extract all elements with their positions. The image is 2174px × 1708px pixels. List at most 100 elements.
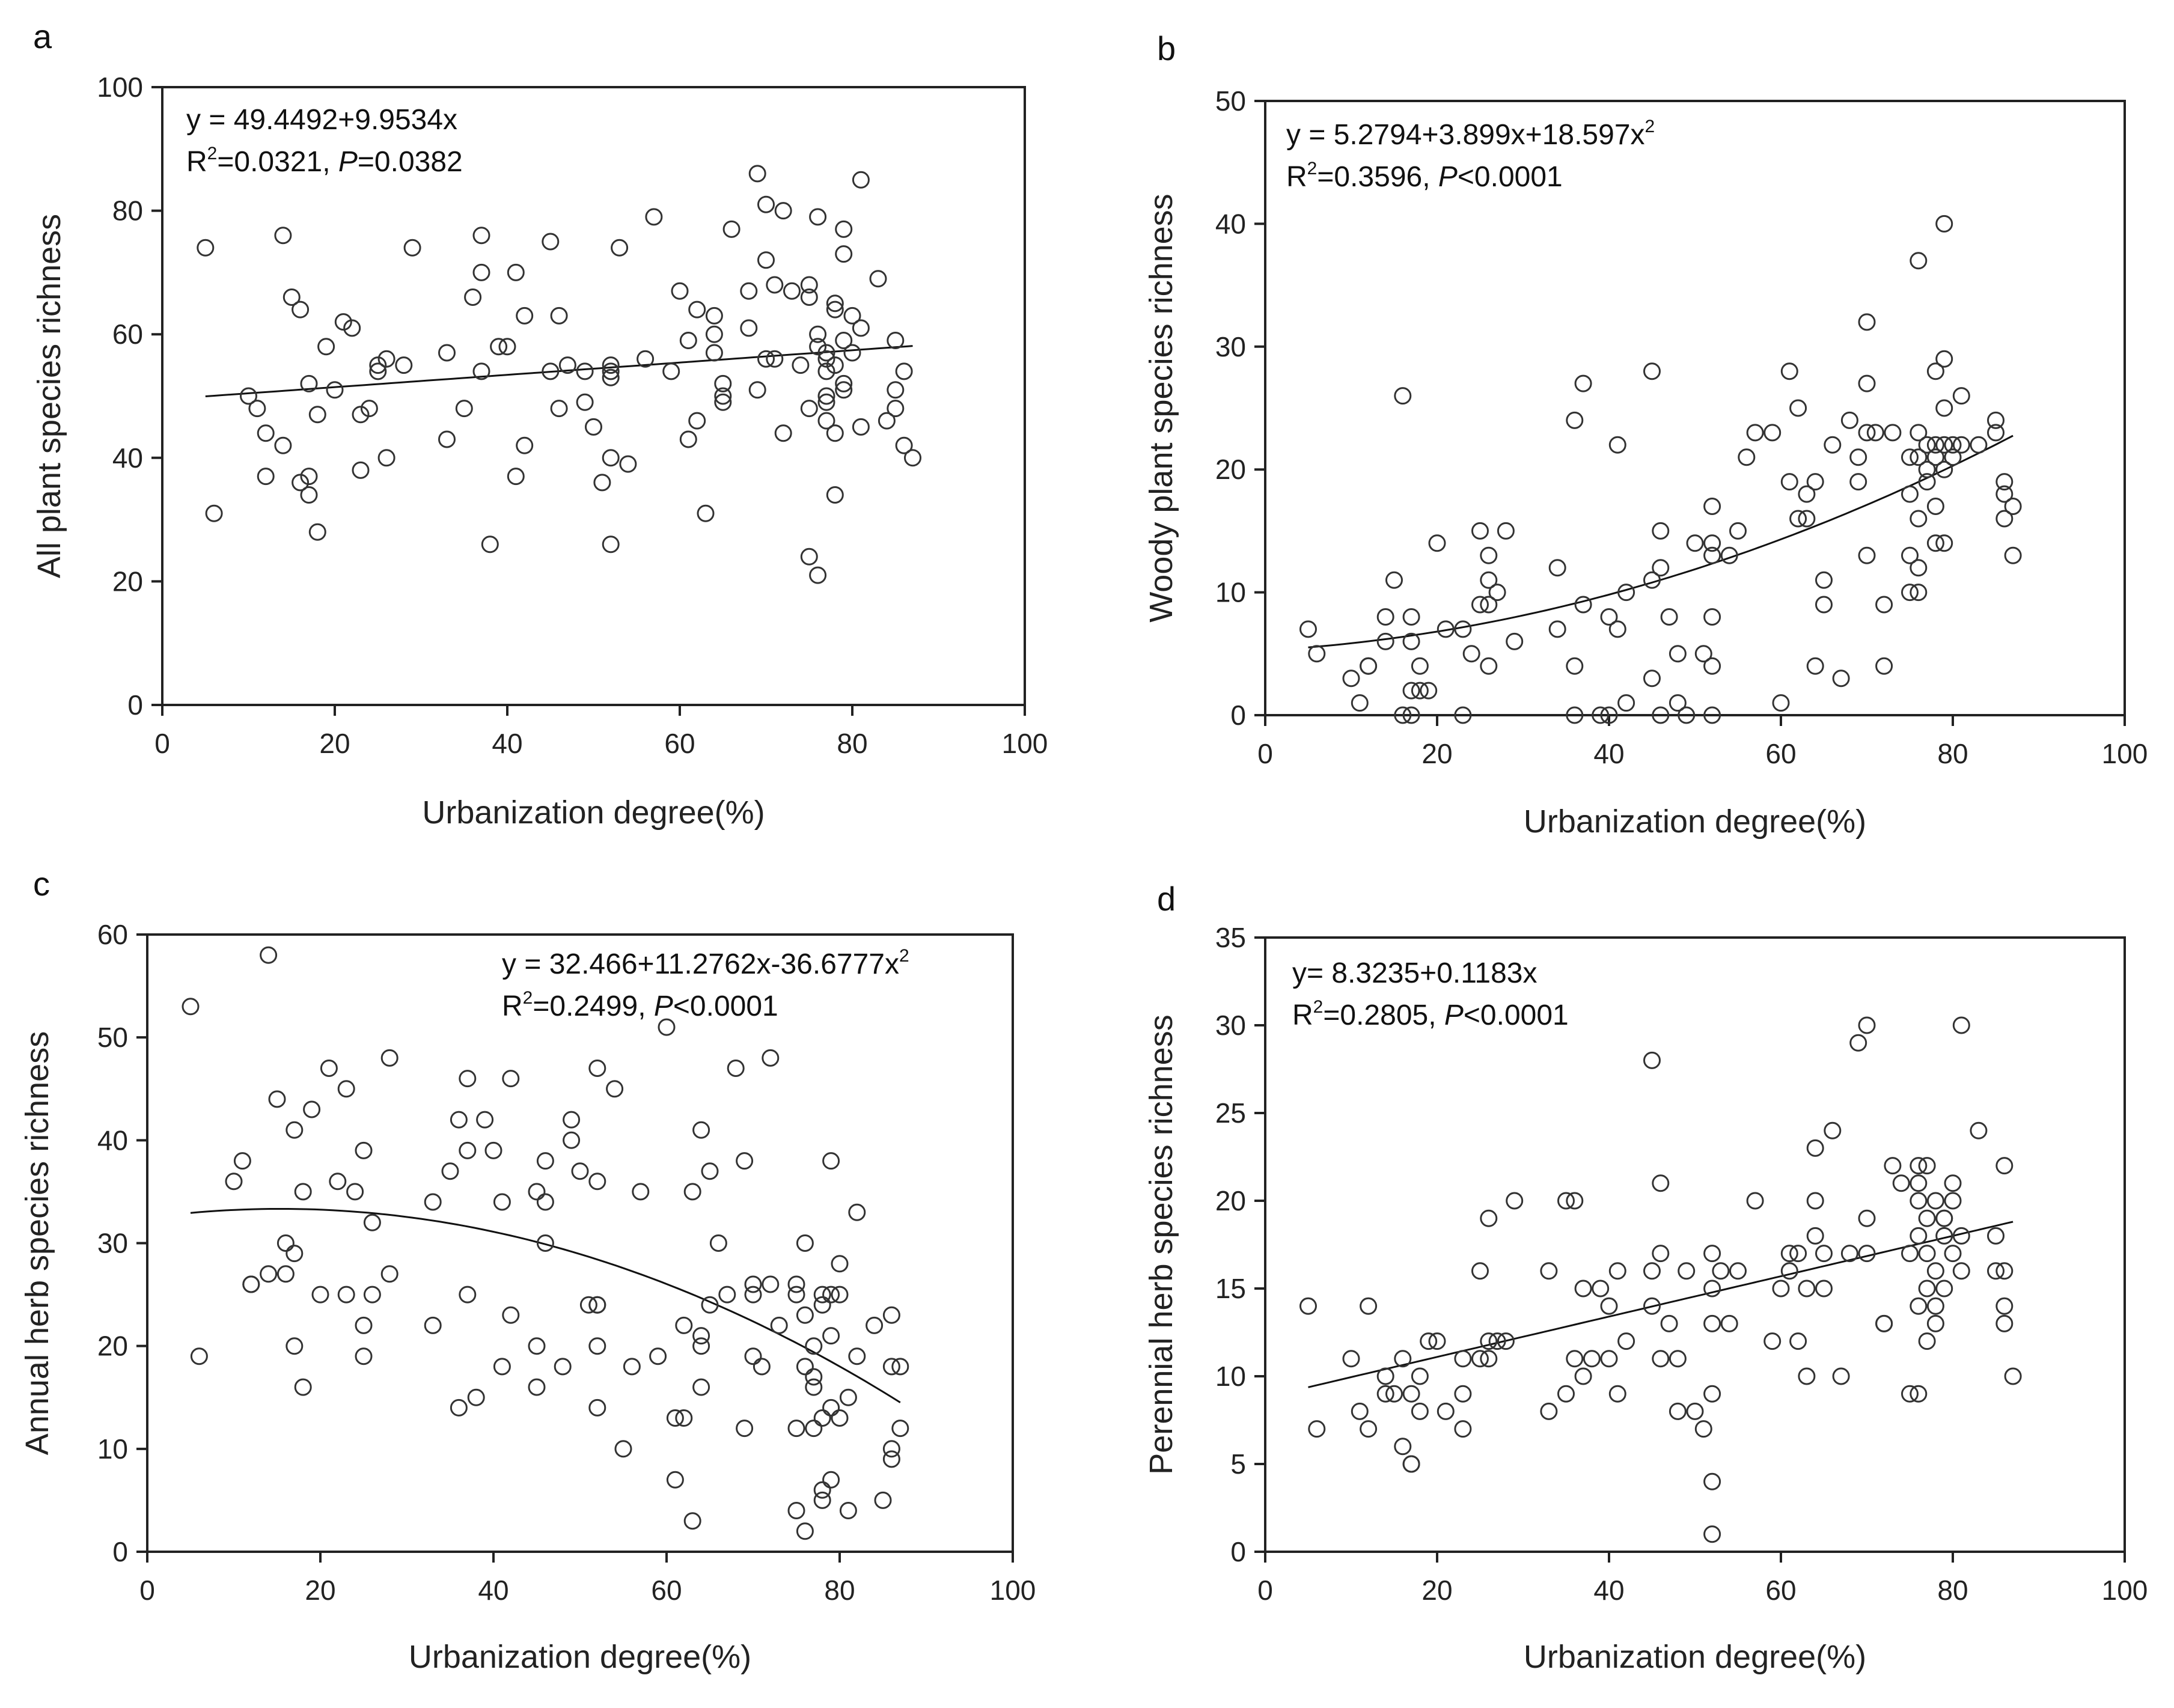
data-point-a <box>705 325 723 343</box>
data-point-a <box>619 455 637 473</box>
data-point-a <box>766 350 784 368</box>
data-point-b <box>1660 608 1678 626</box>
data-point-b <box>1926 534 1944 552</box>
data-point-b <box>1780 473 1798 491</box>
data-point-a <box>817 412 835 430</box>
r2-sup-c: 2 <box>523 988 533 1008</box>
data-point-d <box>1471 1262 1489 1280</box>
data-point-c <box>303 1100 321 1118</box>
data-point-c <box>692 1327 710 1345</box>
data-point-a <box>878 412 896 430</box>
data-point-a <box>800 288 818 306</box>
data-point-d <box>1678 1262 1696 1280</box>
data-point-a <box>809 566 827 584</box>
panel-label-d: d <box>1157 880 1176 918</box>
data-point-d <box>1540 1262 1558 1280</box>
data-point-c <box>762 1275 780 1293</box>
r2-value-d: =0.2805, <box>1323 999 1444 1031</box>
data-point-a <box>360 400 378 418</box>
data-point-b <box>1901 448 1919 466</box>
data-point-b <box>1454 706 1472 724</box>
data-point-c <box>683 1512 701 1530</box>
data-point-c <box>450 1111 468 1129</box>
data-point-d <box>1910 1157 1928 1175</box>
data-point-d <box>1901 1385 1919 1403</box>
data-point-a <box>352 406 370 424</box>
y-tick-label-b: 50 <box>1215 85 1246 117</box>
axes-b: 0 20 40 60 80 100 0 10 20 30 40 50 <box>1215 85 2148 769</box>
data-point-d <box>1480 1350 1498 1368</box>
equation-text-d: y= 8.3235+0.1183x <box>1292 957 1537 989</box>
data-point-b <box>1480 571 1498 589</box>
data-point-d <box>1411 1367 1429 1385</box>
data-point-c <box>363 1286 381 1304</box>
data-point-a <box>809 325 827 343</box>
data-point-c <box>476 1111 494 1129</box>
data-point-b <box>1308 645 1326 663</box>
data-point-a <box>852 171 870 189</box>
data-point-c <box>666 1471 684 1489</box>
data-point-a <box>498 338 516 356</box>
data-point-b <box>1901 546 1919 564</box>
data-point-d <box>1394 1438 1412 1456</box>
r2-label-a: R <box>186 146 207 178</box>
data-point-a <box>300 374 318 392</box>
data-point-a <box>817 393 835 411</box>
x-axis-label-a: Urbanization degree(%) <box>422 795 765 831</box>
data-point-a <box>783 282 801 300</box>
data-point-d <box>1935 1279 1953 1298</box>
equation-b: y = 5.2794+3.899x+18.597x2 <box>1286 117 1655 151</box>
data-point-a <box>558 356 576 374</box>
data-point-b <box>1506 632 1524 650</box>
data-point-b <box>1815 596 1833 614</box>
data-point-b <box>1884 424 1902 442</box>
data-point-d <box>1394 1350 1412 1368</box>
data-point-d <box>1411 1402 1429 1420</box>
data-point-c <box>770 1316 788 1334</box>
data-point-d <box>1402 1455 1420 1473</box>
data-point-b <box>1394 706 1412 724</box>
data-point-a <box>248 400 266 418</box>
data-point-d <box>1703 1385 1721 1403</box>
data-point-d <box>1944 1174 1962 1192</box>
x-tick-label-a: 60 <box>664 728 695 759</box>
data-point-d <box>1402 1385 1420 1403</box>
data-point-b <box>1652 559 1670 577</box>
data-point-a <box>688 412 706 430</box>
data-point-c <box>632 1183 650 1201</box>
data-point-a <box>826 356 844 374</box>
panel-d: d 0 20 40 60 80 100 0 5 10 15 20 25 30 35 Urbanizatio… <box>1143 880 2148 1675</box>
data-point-d <box>1703 1472 1721 1490</box>
data-point-a <box>714 393 732 411</box>
data-point-a <box>835 245 853 263</box>
data-point-b <box>1789 399 1807 417</box>
data-point-c <box>813 1481 831 1499</box>
data-point-d <box>1669 1402 1687 1420</box>
data-point-a <box>740 319 758 337</box>
y-tick-label-d: 35 <box>1215 922 1246 953</box>
data-point-a <box>197 239 215 257</box>
data-point-c <box>831 1409 849 1427</box>
data-point-a <box>395 356 413 374</box>
data-point-a <box>377 449 395 467</box>
data-point-a <box>843 307 861 325</box>
data-point-b <box>1789 510 1807 528</box>
data-point-c <box>563 1111 581 1129</box>
data-point-d <box>1592 1279 1610 1298</box>
r2-label-c: R <box>502 990 523 1022</box>
data-point-b <box>1952 436 1970 454</box>
data-point-b <box>1840 411 1858 429</box>
data-point-c <box>666 1409 684 1427</box>
data-point-b <box>1480 657 1498 675</box>
data-point-a <box>490 338 508 356</box>
data-point-b <box>1910 584 1928 602</box>
data-point-c <box>441 1162 459 1180</box>
data-point-c <box>294 1378 312 1396</box>
data-point-d <box>1824 1121 1842 1139</box>
data-point-c <box>701 1162 719 1180</box>
data-point-a <box>257 468 275 486</box>
data-point-c <box>736 1420 754 1438</box>
data-point-c <box>355 1347 373 1365</box>
data-point-b <box>1806 473 1824 491</box>
y-tick-label-c: 60 <box>97 919 128 950</box>
